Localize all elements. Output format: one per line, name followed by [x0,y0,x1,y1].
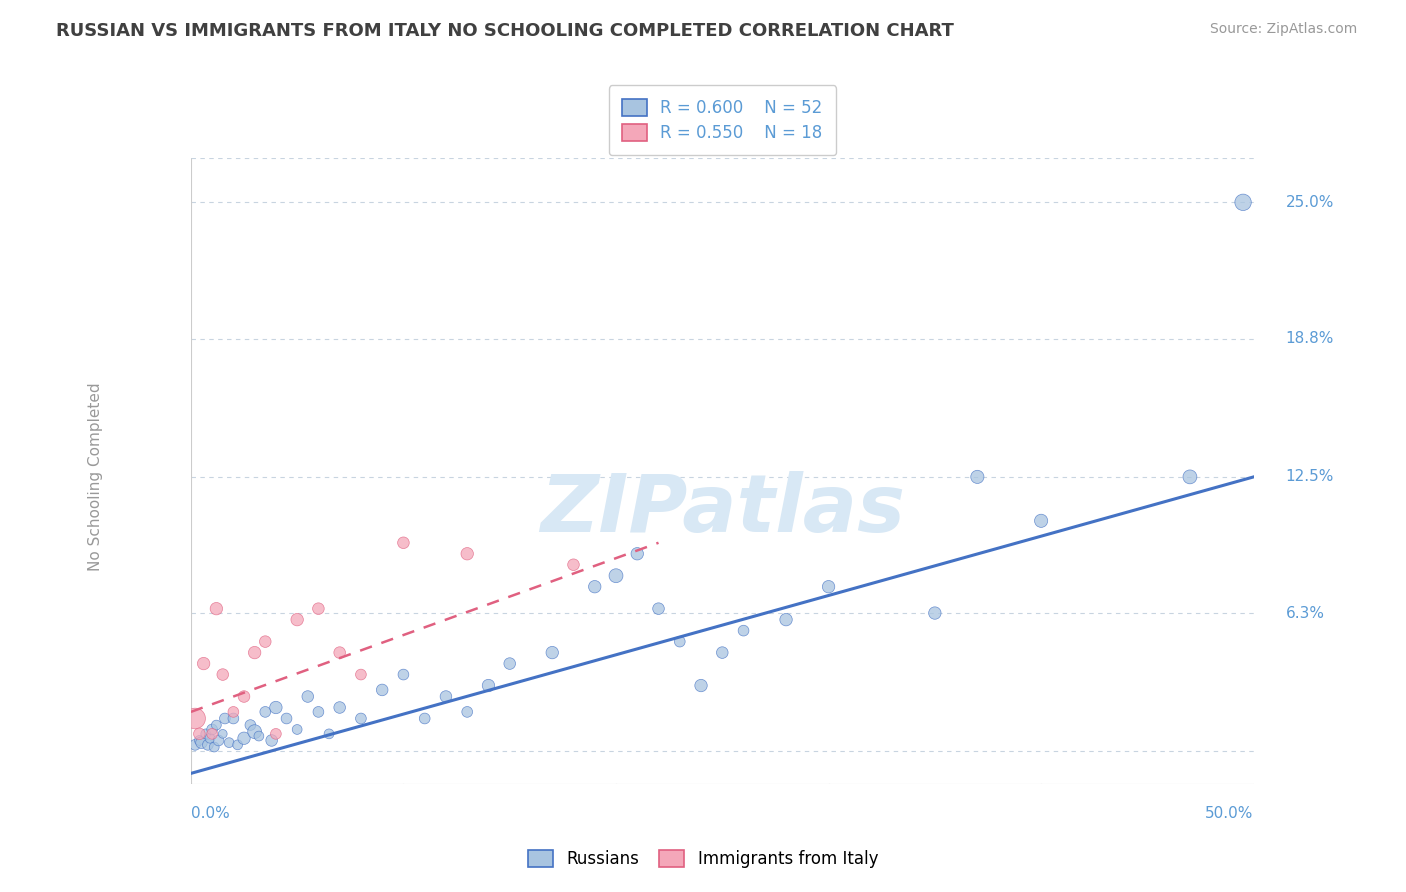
Point [647,601,669,615]
Point [668,634,690,648]
Point [254,634,277,648]
Point [226,738,249,752]
Point [233,731,256,746]
Point [264,727,287,741]
Point [247,729,270,743]
Point [499,657,522,671]
Point [243,724,266,739]
Point [1232,195,1254,210]
Point [205,718,228,732]
Text: 18.8%: 18.8% [1285,331,1334,346]
Point [541,646,564,660]
Point [392,535,415,549]
Point [775,613,797,627]
Point [211,667,233,681]
Point [562,558,585,572]
Legend: Russians, Immigrants from Italy: Russians, Immigrants from Italy [522,843,884,875]
Text: 6.3%: 6.3% [1285,606,1324,621]
Text: Source: ZipAtlas.com: Source: ZipAtlas.com [1209,22,1357,37]
Text: 12.5%: 12.5% [1285,469,1334,484]
Point [924,606,946,620]
Point [188,733,211,747]
Point [190,736,212,750]
Point [350,711,373,725]
Point [307,601,329,615]
Point [201,723,224,737]
Point [434,690,457,704]
Point [413,711,436,725]
Point [329,646,352,660]
Point [193,657,215,671]
Point [188,727,211,741]
Point [966,470,988,484]
Point [197,738,219,752]
Point [211,727,233,741]
Point [285,723,308,737]
Point [202,739,225,754]
Point [239,718,262,732]
Text: 50.0%: 50.0% [1205,806,1254,822]
Point [207,733,229,747]
Point [626,547,648,561]
Point [254,705,277,719]
Point [456,705,478,719]
Legend: R = 0.600    N = 52, R = 0.550    N = 18: R = 0.600 N = 52, R = 0.550 N = 18 [609,86,837,155]
Point [350,667,373,681]
Point [605,568,627,582]
Point [329,700,352,714]
Point [1029,514,1052,528]
Point [205,601,228,615]
Point [214,711,236,725]
Point [690,679,713,693]
Point [456,547,478,561]
Point [297,690,319,704]
Text: RUSSIAN VS IMMIGRANTS FROM ITALY NO SCHOOLING COMPLETED CORRELATION CHART: RUSSIAN VS IMMIGRANTS FROM ITALY NO SCHO… [56,22,955,40]
Point [264,700,287,714]
Point [733,624,755,638]
Point [222,711,245,725]
Point [285,613,308,627]
Point [222,705,245,719]
Point [371,682,394,697]
Point [243,646,266,660]
Point [233,690,256,704]
Text: 25.0%: 25.0% [1285,194,1334,210]
Point [307,705,329,719]
Text: ZIPatlas: ZIPatlas [540,471,905,549]
Point [184,738,207,752]
Point [817,580,839,594]
Point [218,736,240,750]
Point [260,733,283,747]
Point [198,731,221,746]
Point [392,667,415,681]
Point [711,646,734,660]
Point [184,711,207,725]
Text: 0.0%: 0.0% [191,806,229,822]
Point [318,727,340,741]
Point [477,679,499,693]
Point [276,711,298,725]
Point [194,727,217,741]
Point [583,580,606,594]
Point [201,727,224,741]
Point [1178,470,1201,484]
Text: No Schooling Completed: No Schooling Completed [87,383,103,571]
